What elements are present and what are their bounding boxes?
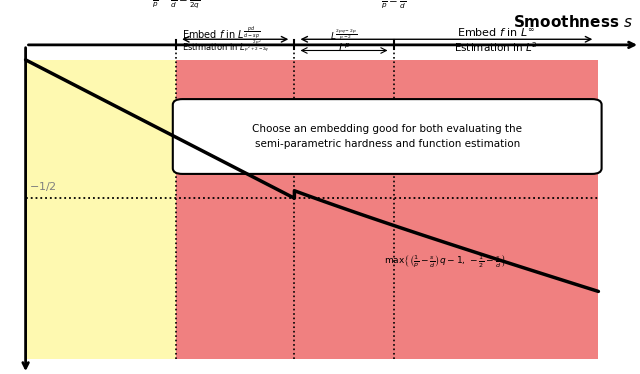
FancyBboxPatch shape	[173, 99, 602, 174]
Bar	[176, 60, 598, 359]
Bar	[26, 60, 176, 359]
Text: Estimation in $L^2$: Estimation in $L^2$	[454, 41, 538, 54]
Text: Choose an embedding good for both evaluating the
semi-parametric hardness and fu: Choose an embedding good for both evalua…	[252, 124, 522, 149]
Text: Embed $f$ in $L^{\frac{pd}{d-sp}}$: Embed $f$ in $L^{\frac{pd}{d-sp}}$	[182, 24, 260, 41]
Text: $\frac{1}{p} - \frac{s}{d} = \frac{1}{2q}$: $\frac{1}{p} - \frac{s}{d} = \frac{1}{2q…	[152, 0, 200, 11]
Text: $\max\left\{\left(\frac{1}{p}-\frac{s}{d}\right)q-1,\,-\frac{1}{2}-\frac{s}{d}\r: $\max\left\{\left(\frac{1}{p}-\frac{s}{d…	[384, 254, 507, 270]
Text: $\frac{1}{p} = \frac{s}{d}$: $\frac{1}{p} = \frac{s}{d}$	[381, 0, 406, 11]
Text: $L^p$: $L^p$	[337, 41, 351, 54]
Text: $L^{\frac{2pq-2p}{p-2}}$: $L^{\frac{2pq-2p}{p-2}}$	[330, 27, 358, 42]
Text: Embed $f$ in $L^{\infty}$: Embed $f$ in $L^{\infty}$	[457, 26, 535, 39]
Text: $-1/2$: $-1/2$	[29, 180, 56, 193]
Text: Estimation in $L^{\frac{2p^2}{p^2+2-2q}}$: Estimation in $L^{\frac{2p^2}{p^2+2-2q}}…	[182, 38, 270, 55]
Text: Smoothness $s$: Smoothness $s$	[513, 15, 634, 30]
